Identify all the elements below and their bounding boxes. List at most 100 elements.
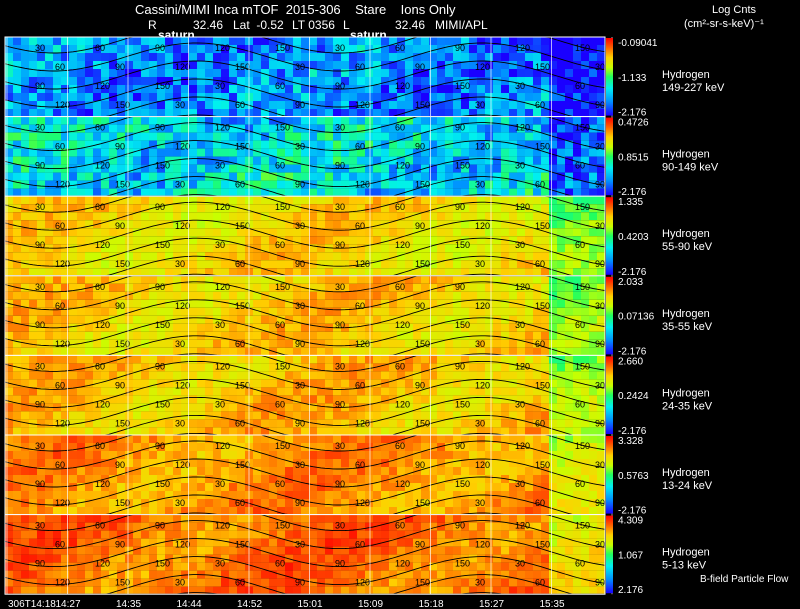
contour-label: 120 — [215, 441, 230, 451]
contour-label: 120 — [475, 142, 490, 152]
contour-label: 60 — [395, 282, 405, 292]
contour-label: 150 — [235, 540, 250, 550]
colorbar-min: 2.176 — [618, 585, 643, 596]
contour-label: 30 — [515, 399, 525, 409]
panel-1: 30 60 90 120 60 90 120 150 90 120 150 30 120 150 30 60 1… — [4, 36, 725, 119]
contour-label: 120 — [95, 559, 110, 569]
contour-label: 60 — [275, 320, 285, 330]
contour-label: 90 — [595, 339, 605, 349]
contour-label: 30 — [335, 43, 345, 53]
contour-label: 90 — [115, 540, 125, 550]
contour-label: 60 — [395, 361, 405, 371]
contour-label: 90 — [295, 578, 305, 588]
contour-label: 30 — [175, 418, 185, 428]
contour-label: 120 — [55, 418, 70, 428]
contour-label: 30 — [515, 320, 525, 330]
contour-label: 60 — [355, 142, 365, 152]
contour-label: 30 — [335, 441, 345, 451]
contour-label: 30 — [595, 460, 605, 470]
colorbar-min: -2.176 — [618, 506, 647, 517]
contour-label: 90 — [335, 320, 345, 330]
contour-label: 120 — [515, 202, 530, 212]
colorbar-max: 0.4726 — [618, 118, 649, 129]
contour-label: 90 — [35, 399, 45, 409]
contour-label: 30 — [515, 161, 525, 171]
contour-label: 60 — [95, 202, 105, 212]
contour-label: 90 — [415, 460, 425, 470]
contour-label: 150 — [155, 399, 170, 409]
contour-label: 60 — [95, 282, 105, 292]
contour-label: 90 — [115, 62, 125, 72]
contour-label: 90 — [595, 498, 605, 508]
contour-label: 120 — [475, 460, 490, 470]
contour-label: 60 — [355, 460, 365, 470]
contour-label: 90 — [295, 259, 305, 269]
contour-label: 120 — [215, 123, 230, 133]
contour-label: 30 — [335, 202, 345, 212]
colorbar-max: 2.660 — [618, 356, 643, 367]
contour-label: 150 — [455, 320, 470, 330]
contour-label: 150 — [275, 521, 290, 531]
contour-label: 60 — [235, 259, 245, 269]
x-tick-label: 14:44 — [177, 599, 202, 609]
contour-label: 60 — [535, 339, 545, 349]
contour-label: 150 — [535, 460, 550, 470]
colorbar-mid: 0.07136 — [618, 312, 655, 323]
contour-label: 30 — [295, 460, 305, 470]
contour-label: 150 — [455, 240, 470, 250]
colorbar-mid: 0.2424 — [618, 391, 649, 402]
contour-label: 30 — [515, 479, 525, 489]
contour-label: 60 — [355, 301, 365, 311]
contour-label: 90 — [295, 180, 305, 190]
contour-label: 150 — [455, 399, 470, 409]
contour-label: 120 — [215, 202, 230, 212]
contour-label: 30 — [335, 123, 345, 133]
panel-3: 30 60 90 120 60 90 120 150 90 120 150 30 120 150 30 60 1… — [4, 195, 713, 278]
contour-label: 60 — [575, 559, 585, 569]
contour-label: 120 — [55, 339, 70, 349]
contour-label: 120 — [95, 320, 110, 330]
energy-label: 149-227 keV — [662, 82, 725, 94]
contour-label: 30 — [515, 240, 525, 250]
contour-label: 150 — [235, 142, 250, 152]
contour-label: 30 — [215, 479, 225, 489]
contour-label: 150 — [535, 221, 550, 231]
contour-label: 150 — [235, 380, 250, 390]
contour-label: 150 — [275, 441, 290, 451]
contour-label: 120 — [355, 339, 370, 349]
contour-label: 60 — [275, 81, 285, 91]
contour-label: 60 — [275, 559, 285, 569]
contour-label: 90 — [295, 100, 305, 110]
contour-label: 60 — [275, 240, 285, 250]
contour-label: 150 — [415, 339, 430, 349]
contour-label: 150 — [415, 498, 430, 508]
contour-label: 30 — [175, 578, 185, 588]
contour-label: 120 — [215, 282, 230, 292]
contour-label: 30 — [35, 202, 45, 212]
contour-label: 150 — [115, 578, 130, 588]
contour-label: 60 — [395, 202, 405, 212]
contour-label: 90 — [115, 142, 125, 152]
contour-label: 120 — [515, 43, 530, 53]
contour-label: 90 — [415, 540, 425, 550]
contour-label: 120 — [475, 301, 490, 311]
contour-label: 60 — [235, 100, 245, 110]
contour-label: 30 — [215, 320, 225, 330]
contour-label: 90 — [455, 123, 465, 133]
energy-label: 35-55 keV — [662, 321, 713, 333]
contour-label: 120 — [55, 259, 70, 269]
contour-label: 150 — [115, 259, 130, 269]
contour-label: 120 — [175, 460, 190, 470]
contour-label: 30 — [35, 521, 45, 531]
contour-label: 90 — [415, 301, 425, 311]
contour-label: 90 — [595, 578, 605, 588]
contour-label: 30 — [595, 301, 605, 311]
contour-label: 60 — [95, 123, 105, 133]
contour-label: 150 — [575, 123, 590, 133]
contour-label: 60 — [55, 221, 65, 231]
contour-label: 30 — [35, 123, 45, 133]
l-value: 32.46 — [395, 18, 426, 32]
species-label: Hydrogen — [662, 308, 710, 320]
contour-label: 150 — [455, 479, 470, 489]
